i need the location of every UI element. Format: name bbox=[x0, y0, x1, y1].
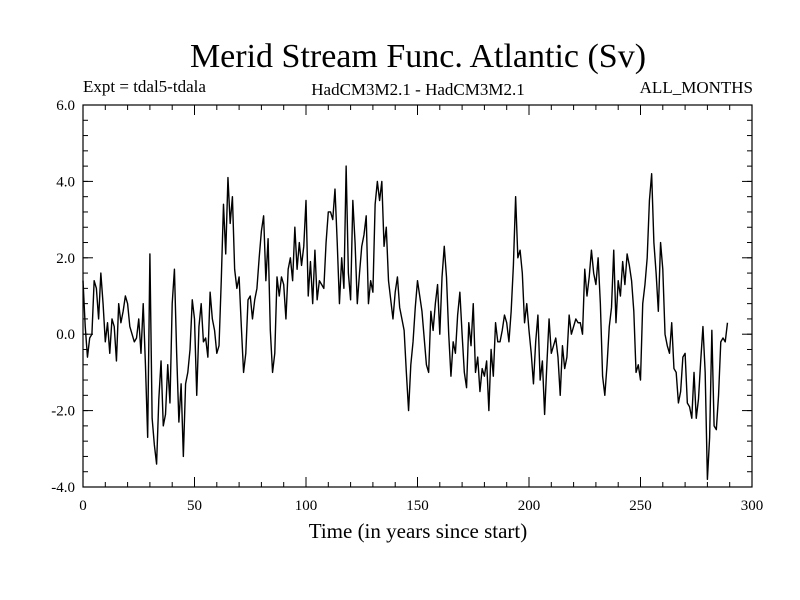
y-tick-label: 4.0 bbox=[56, 174, 75, 190]
y-tick-label: 6.0 bbox=[56, 98, 75, 114]
y-tick-label: 2.0 bbox=[56, 251, 75, 267]
x-axis-label: Time (in years since start) bbox=[309, 519, 528, 543]
x-tick-label: 100 bbox=[295, 498, 318, 514]
experiment-label: Expt = tdal5-tdala bbox=[83, 77, 206, 96]
x-tick-label: 250 bbox=[629, 498, 652, 514]
data-series-line bbox=[82, 165, 729, 481]
x-tick-label: 300 bbox=[741, 498, 764, 514]
x-tick-label: 50 bbox=[187, 498, 202, 514]
y-tick-label: 0.0 bbox=[56, 327, 75, 343]
axis-ticks bbox=[82, 104, 753, 488]
x-tick-label: 200 bbox=[518, 498, 541, 514]
model-label: HadCM3M2.1 - HadCM3M2.1 bbox=[311, 80, 524, 99]
chart-title: Merid Stream Func. Atlantic (Sv) bbox=[190, 38, 646, 75]
x-tick-label: 0 bbox=[79, 498, 87, 514]
y-tick-label: -2.0 bbox=[51, 404, 75, 420]
months-label: ALL_MONTHS bbox=[640, 78, 753, 97]
plot-frame bbox=[82, 104, 753, 488]
x-tick-label: 150 bbox=[406, 498, 429, 514]
y-tick-label: -4.0 bbox=[51, 480, 75, 496]
tick-labels: 0 50 100 150 200 250 300 -4.0 -2.0 0.0 2.0 4.0 6.0 bbox=[51, 98, 763, 514]
